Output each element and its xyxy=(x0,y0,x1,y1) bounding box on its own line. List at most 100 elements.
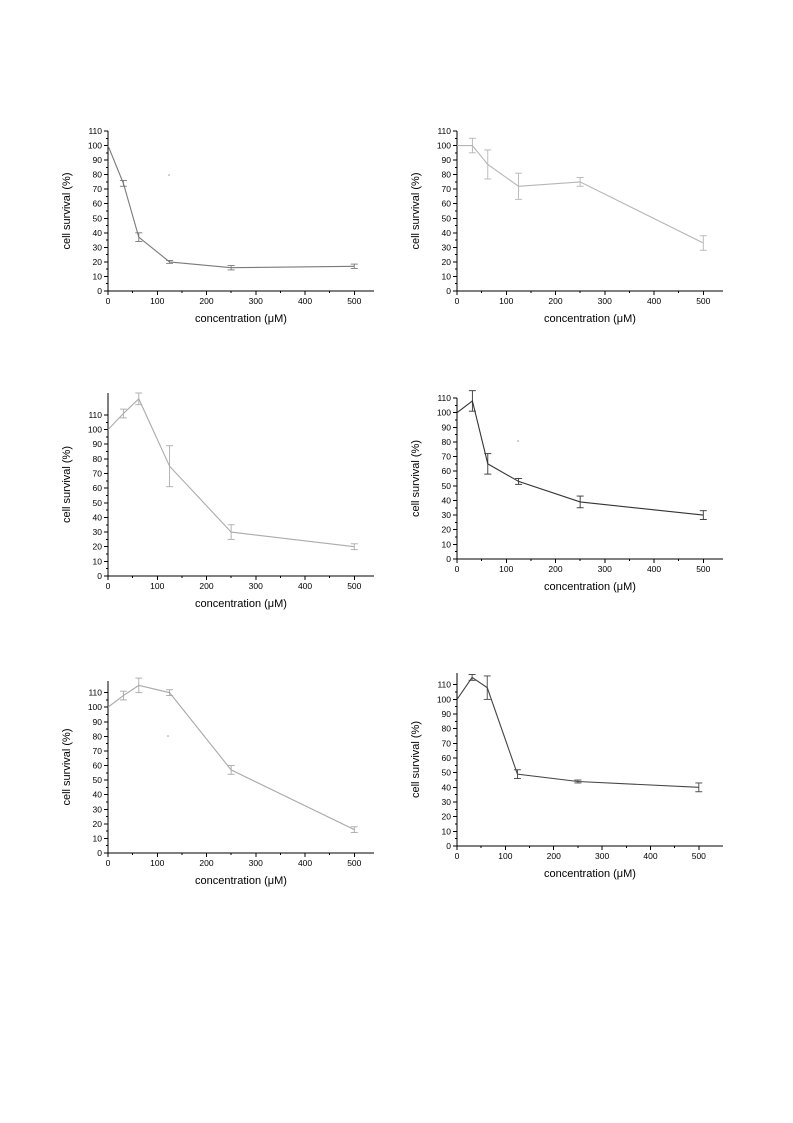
x-tick-label: 200 xyxy=(548,564,562,574)
y-tick-label: 30 xyxy=(442,242,452,252)
y-tick-label: 0 xyxy=(97,286,102,296)
y-tick-label: 110 xyxy=(437,126,451,136)
y-axis-title: cell survival (%) xyxy=(61,172,73,249)
x-tick-label: 0 xyxy=(455,851,460,861)
y-tick-label: 50 xyxy=(442,213,452,223)
y-axis-title: cell survival (%) xyxy=(61,728,73,805)
y-tick-label: 10 xyxy=(442,271,452,281)
y-tick-label: 90 xyxy=(93,155,103,165)
error-bar xyxy=(468,390,476,412)
error-bar xyxy=(135,392,143,406)
y-tick-label: 10 xyxy=(93,833,103,843)
y-tick-label: 110 xyxy=(88,688,102,698)
y-tick-label: 20 xyxy=(93,257,103,267)
x-axis-title: concentration (μM) xyxy=(195,313,287,325)
error-bar xyxy=(468,674,476,681)
error-bar xyxy=(119,690,127,701)
y-axis-title: cell survival (%) xyxy=(410,721,422,798)
y-tick-label: 90 xyxy=(442,709,452,719)
x-tick-label: 500 xyxy=(347,296,361,306)
y-tick-label: 100 xyxy=(437,141,451,151)
x-axis-title: concentration (μM) xyxy=(544,581,636,593)
error-bar xyxy=(515,172,523,200)
y-tick-label: 70 xyxy=(442,184,452,194)
y-tick-label: 60 xyxy=(93,761,103,771)
y-tick-label: 100 xyxy=(437,408,451,418)
error-bar xyxy=(574,779,582,784)
y-tick-label: 20 xyxy=(442,257,452,267)
x-tick-label: 100 xyxy=(499,296,513,306)
x-tick-label: 500 xyxy=(696,296,710,306)
x-tick-label: 100 xyxy=(498,851,512,861)
x-tick-label: 300 xyxy=(249,858,263,868)
y-tick-label: 70 xyxy=(442,452,452,462)
y-tick-label: 40 xyxy=(442,782,452,792)
error-bar xyxy=(468,137,476,154)
y-tick-label: 0 xyxy=(446,841,451,851)
y-tick-label: 80 xyxy=(442,170,452,180)
y-tick-label: 90 xyxy=(442,422,452,432)
error-bar xyxy=(119,180,127,187)
y-tick-label: 30 xyxy=(93,527,103,537)
y-axis-title: cell survival (%) xyxy=(61,446,73,523)
y-tick-label: 10 xyxy=(93,556,103,566)
x-tick-label: 400 xyxy=(647,564,661,574)
error-bar xyxy=(484,453,492,475)
y-tick-label: 50 xyxy=(93,213,103,223)
error-bar xyxy=(166,260,174,264)
y-axis-title: cell survival (%) xyxy=(410,172,422,249)
error-bar xyxy=(166,445,174,488)
x-tick-label: 0 xyxy=(455,564,460,574)
y-tick-label: 0 xyxy=(97,571,102,581)
x-tick-label: 200 xyxy=(547,851,561,861)
y-tick-label: 100 xyxy=(88,425,102,435)
y-tick-label: 20 xyxy=(442,525,452,535)
y-tick-label: 70 xyxy=(93,746,103,756)
error-bar xyxy=(515,478,523,485)
scan-speck xyxy=(168,174,170,176)
x-tick-label: 300 xyxy=(595,851,609,861)
x-tick-label: 100 xyxy=(150,581,164,591)
y-tick-label: 60 xyxy=(93,483,103,493)
x-tick-label: 400 xyxy=(298,858,312,868)
y-tick-label: 20 xyxy=(93,819,103,829)
y-tick-label: 40 xyxy=(93,790,103,800)
y-tick-label: 90 xyxy=(93,717,103,727)
x-axis-title: concentration (μM) xyxy=(195,598,287,610)
y-tick-label: 50 xyxy=(93,775,103,785)
y-tick-label: 80 xyxy=(93,731,103,741)
error-bar xyxy=(699,235,707,251)
y-tick-label: 60 xyxy=(442,753,452,763)
y-tick-label: 90 xyxy=(442,155,452,165)
y-tick-label: 10 xyxy=(442,826,452,836)
y-tick-label: 30 xyxy=(93,804,103,814)
y-tick-label: 40 xyxy=(93,228,103,238)
y-tick-label: 80 xyxy=(442,437,452,447)
y-tick-label: 90 xyxy=(93,439,103,449)
error-bar xyxy=(227,524,235,540)
x-axis-title: concentration (μM) xyxy=(195,875,287,887)
y-tick-label: 100 xyxy=(437,694,451,704)
y-tick-label: 70 xyxy=(93,184,103,194)
error-bar xyxy=(695,782,703,793)
error-bar xyxy=(350,263,358,269)
x-axis-title: concentration (μM) xyxy=(544,313,636,325)
x-tick-label: 500 xyxy=(347,858,361,868)
y-tick-label: 60 xyxy=(442,199,452,209)
y-tick-label: 30 xyxy=(442,797,452,807)
y-tick-label: 40 xyxy=(93,512,103,522)
y-tick-label: 40 xyxy=(442,495,452,505)
series-line xyxy=(107,145,355,269)
series-line xyxy=(457,144,704,244)
y-tick-label: 30 xyxy=(93,242,103,252)
x-tick-label: 100 xyxy=(150,296,164,306)
x-tick-label: 0 xyxy=(106,858,111,868)
error-bar xyxy=(576,495,584,509)
y-tick-label: 50 xyxy=(442,481,452,491)
x-tick-label: 300 xyxy=(249,581,263,591)
error-bar xyxy=(350,543,358,551)
error-bar xyxy=(699,510,707,520)
x-tick-label: 200 xyxy=(199,581,213,591)
error-bar xyxy=(119,408,127,419)
